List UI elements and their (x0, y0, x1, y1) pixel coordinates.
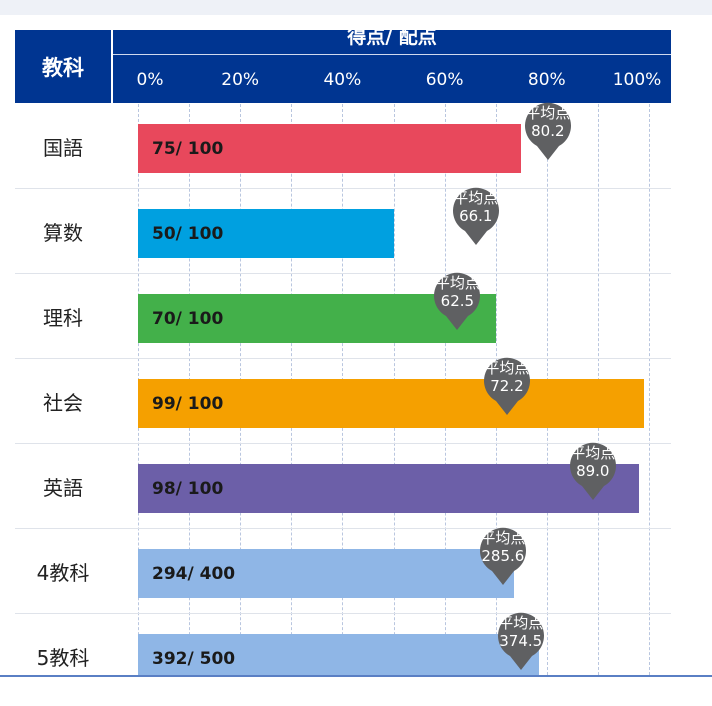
subject-label: 5教科 (36, 645, 90, 670)
bottom-border (0, 675, 712, 677)
map-pin-icon (434, 272, 481, 330)
average-marker: 平均点 72.2 (482, 357, 532, 417)
map-pin-icon (569, 442, 616, 500)
average-value: 374.5 (499, 632, 543, 650)
subject-label: 英語 (43, 475, 83, 500)
score-label: 70/ 100 (152, 308, 224, 329)
map-pin-icon (497, 612, 544, 670)
x-tick-label: 80% (527, 70, 566, 90)
score-bar (138, 634, 539, 683)
score-bar (138, 124, 522, 173)
score-bar (138, 209, 394, 258)
row-separator (15, 613, 671, 614)
map-pin-icon (479, 527, 526, 585)
average-marker: 平均点 374.5 (496, 612, 546, 672)
average-label: 平均点 (434, 274, 480, 292)
score-label: 294/ 400 (152, 563, 236, 584)
row-separator (15, 443, 671, 444)
average-value: 285.6 (481, 547, 525, 565)
average-value: 66.1 (459, 207, 493, 225)
average-marker: 平均点 66.1 (451, 187, 501, 247)
average-value: 62.5 (440, 292, 475, 310)
subject-label: 国語 (43, 135, 83, 160)
average-value: 89.0 (576, 462, 610, 480)
score-bar (138, 464, 639, 513)
score-label: 50/ 100 (152, 223, 224, 244)
row-separator (15, 273, 671, 274)
x-tick-label: 60% (425, 70, 464, 90)
score-label: 392/ 500 (152, 648, 236, 669)
x-tick-label: 20% (221, 70, 260, 90)
average-label: 平均点 (570, 444, 616, 462)
header-divider (113, 54, 671, 55)
average-label: 平均点 (498, 614, 544, 632)
score-header-label: 得点/ 配点 (347, 26, 437, 48)
average-label: 平均点 (525, 104, 571, 122)
average-marker: 平均点 80.2 (523, 102, 573, 162)
score-label: 99/ 100 (152, 393, 224, 414)
average-label: 平均点 (480, 529, 526, 547)
x-tick-label: 100% (612, 70, 662, 90)
map-pin-icon (524, 102, 571, 160)
map-pin-icon (483, 357, 530, 415)
row-separator (15, 188, 671, 189)
top-background (0, 0, 712, 15)
average-value: 72.2 (490, 377, 524, 395)
average-marker: 平均点 285.6 (478, 527, 528, 587)
score-bar (138, 379, 644, 428)
subject-label: 4教科 (36, 560, 90, 585)
subject-label: 算数 (43, 220, 83, 245)
subject-column-header: 教科 (15, 30, 111, 103)
row-separator (15, 358, 671, 359)
score-label: 75/ 100 (152, 138, 224, 159)
average-marker: 平均点 89.0 (568, 442, 618, 502)
average-label: 平均点 (484, 359, 530, 377)
score-label: 98/ 100 (152, 478, 224, 499)
score-column-header: 得点/ 配点 0% 20% 40% 60% 80% 100% (113, 26, 671, 103)
bottom-background (0, 677, 712, 706)
subject-header-label: 教科 (42, 55, 84, 80)
average-label: 平均点 (453, 189, 499, 207)
x-tick-label: 0% (136, 70, 164, 90)
score-bar (138, 549, 514, 598)
x-tick-label: 40% (323, 70, 362, 90)
row-separator (15, 528, 671, 529)
subject-label: 理科 (43, 305, 83, 330)
average-value: 80.2 (531, 122, 565, 140)
grid-line (649, 104, 650, 675)
average-marker: 平均点 62.5 (432, 272, 482, 332)
map-pin-icon (452, 187, 499, 245)
subject-label: 社会 (43, 390, 83, 415)
